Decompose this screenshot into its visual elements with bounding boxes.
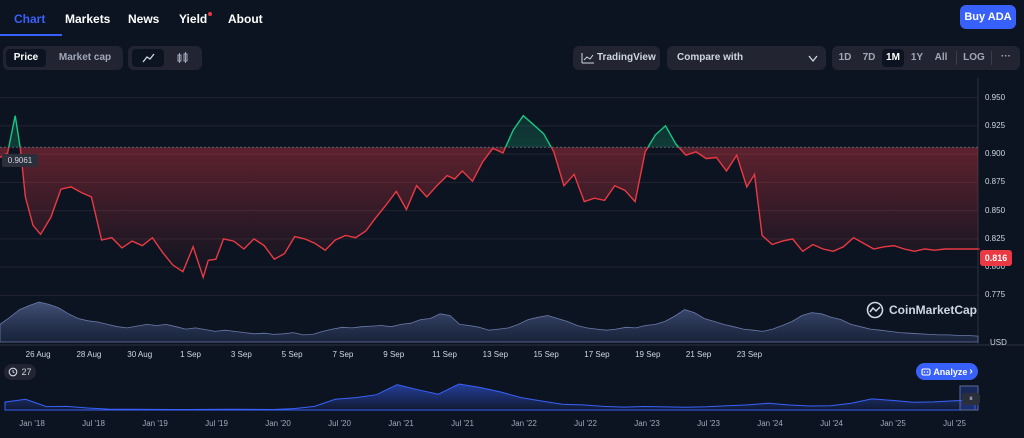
tab-chart[interactable]: Chart <box>14 12 46 26</box>
navigator-tick-label: Jan '19 <box>142 419 168 428</box>
y-tick-label: 0.825 <box>985 233 1006 243</box>
tradingview-icon <box>581 53 594 64</box>
x-tick-label: 23 Sep <box>736 350 763 359</box>
navigator-tick-label: Jan '18 <box>19 419 45 428</box>
x-tick-label: 26 Aug <box>25 350 51 359</box>
navigator-tick-label: Jul '25 <box>943 419 966 428</box>
time-range-selector: 1D 7D 1M 1Y All LOG ··· <box>832 46 1020 70</box>
tab-news[interactable]: News <box>128 12 160 26</box>
x-tick-label: 30 Aug <box>127 350 153 359</box>
x-tick-label: 5 Sep <box>281 350 303 359</box>
history-icon <box>9 367 18 377</box>
active-tab-underline <box>0 34 62 36</box>
x-tick-label: 3 Sep <box>230 350 252 359</box>
price-area-below <box>0 147 978 278</box>
navigator-series <box>0 383 1024 414</box>
navigator-tick-label: Jan '21 <box>388 419 414 428</box>
x-tick-label: 15 Sep <box>533 350 559 359</box>
tab-markets[interactable]: Markets <box>65 12 111 26</box>
y-tick-label: 0.800 <box>985 262 1006 272</box>
candlestick-icon <box>177 52 188 63</box>
tab-yield[interactable]: Yield <box>179 12 213 26</box>
navigator-tick-label: Jul '21 <box>451 419 474 428</box>
chart-type-toggle <box>128 46 202 70</box>
navigator-area <box>4 383 976 411</box>
navigator-tick-label: Jul '20 <box>328 419 351 428</box>
navigator-tick-label: Jan '23 <box>634 419 660 428</box>
price-marketcap-toggle: Price Market cap <box>3 46 123 70</box>
x-tick-label: 9 Sep <box>383 350 405 359</box>
x-tick-label: 28 Aug <box>76 350 102 359</box>
compare-with-dropdown[interactable]: Compare with <box>667 46 826 70</box>
y-tick-label: 0.900 <box>985 149 1006 159</box>
range-1d-button[interactable]: 1D <box>838 52 852 63</box>
range-1m-button[interactable]: 1M <box>882 49 904 67</box>
range-divider <box>956 51 957 65</box>
marketcap-toggle-button[interactable]: Market cap <box>58 52 112 63</box>
navigator-tick-label: Jan '24 <box>757 419 783 428</box>
x-tick-label: 21 Sep <box>685 350 712 359</box>
price-series <box>0 114 980 280</box>
x-tick-label: 13 Sep <box>482 350 509 359</box>
line-chart-button[interactable] <box>132 49 164 67</box>
analyze-icon <box>921 367 931 376</box>
coinmarketcap-watermark: CoinMarketCap <box>866 301 977 319</box>
navigator-tick-label: Jul '24 <box>820 419 843 428</box>
analyze-button[interactable]: Analyze › <box>916 363 978 380</box>
price-line-below <box>0 147 978 280</box>
chevron-down-icon <box>808 55 818 63</box>
analyze-label: Analyze <box>933 366 968 377</box>
line-chart-icon <box>142 53 155 63</box>
navigator-tick-label: Jul '19 <box>205 419 228 428</box>
tab-about[interactable]: About <box>228 12 263 26</box>
current-price-label: 0.816 <box>980 250 1012 266</box>
navigator-tick-label: Jul '23 <box>697 419 720 428</box>
y-tick-label: 0.775 <box>985 290 1006 300</box>
volume-area <box>0 301 979 343</box>
reference-price-label: 0.9061 <box>2 154 38 167</box>
navigator-handle-icon[interactable]: ⏸ <box>962 393 980 405</box>
volume-area-path <box>0 301 979 343</box>
candlestick-chart-button[interactable] <box>166 49 198 67</box>
x-tick-label: 17 Sep <box>584 350 610 359</box>
events-badge[interactable]: 27 <box>4 364 36 380</box>
tradingview-button[interactable]: TradingView <box>573 46 660 70</box>
log-scale-button[interactable]: LOG <box>963 52 985 63</box>
x-tick-label: 11 Sep <box>432 350 457 359</box>
more-divider <box>991 51 992 65</box>
x-tick-label: 1 Sep <box>180 350 201 359</box>
navigator-tick-label: Jan '20 <box>265 419 291 428</box>
navigator-tick-label: Jan '22 <box>511 419 537 428</box>
buy-ada-button[interactable]: Buy ADA <box>960 5 1016 29</box>
range-1y-button[interactable]: 1Y <box>910 52 924 63</box>
x-tick-label: 19 Sep <box>635 350 661 359</box>
price-toggle-button[interactable]: Price <box>6 49 46 67</box>
coinmarketcap-logo-icon <box>866 301 884 319</box>
tradingview-label: TradingView <box>597 52 656 63</box>
new-indicator-dot <box>208 12 213 16</box>
chevron-right-icon: › <box>969 366 973 377</box>
navigator-tick-label: Jul '18 <box>82 419 105 428</box>
range-all-button[interactable]: All <box>934 52 948 63</box>
y-tick-label: 0.925 <box>985 120 1006 130</box>
compare-with-label: Compare with <box>677 52 744 63</box>
top-navigation: Chart Markets News Yield About Buy ADA <box>0 0 1024 36</box>
navigator-tick-label: Jan '25 <box>880 419 906 428</box>
y-tick-label: 0.875 <box>985 177 1006 187</box>
y-tick-label: 0.950 <box>985 92 1006 102</box>
tab-yield-label: Yield <box>179 12 208 26</box>
range-7d-button[interactable]: 7D <box>862 52 876 63</box>
events-count: 27 <box>21 367 32 377</box>
navigator-tick-label: Jul '22 <box>574 419 597 428</box>
x-tick-label: 7 Sep <box>332 350 354 359</box>
y-tick-label: 0.850 <box>985 205 1006 215</box>
volume-currency-label: USD <box>990 338 1007 347</box>
brand-name: CoinMarketCap <box>889 303 978 317</box>
more-options-button[interactable]: ··· <box>1001 51 1011 62</box>
